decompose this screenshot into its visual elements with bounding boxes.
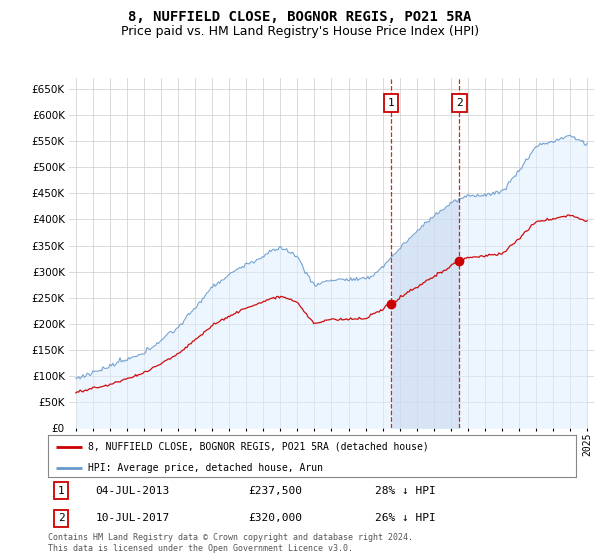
Text: 10-JUL-2017: 10-JUL-2017 <box>95 514 170 524</box>
Text: HPI: Average price, detached house, Arun: HPI: Average price, detached house, Arun <box>88 463 323 473</box>
Text: Price paid vs. HM Land Registry's House Price Index (HPI): Price paid vs. HM Land Registry's House … <box>121 25 479 38</box>
Text: 1: 1 <box>58 486 65 496</box>
Text: £237,500: £237,500 <box>248 486 302 496</box>
Text: 8, NUFFIELD CLOSE, BOGNOR REGIS, PO21 5RA (detached house): 8, NUFFIELD CLOSE, BOGNOR REGIS, PO21 5R… <box>88 442 428 452</box>
Text: 1: 1 <box>388 98 395 108</box>
Text: Contains HM Land Registry data © Crown copyright and database right 2024.
This d: Contains HM Land Registry data © Crown c… <box>48 533 413 553</box>
Text: 8, NUFFIELD CLOSE, BOGNOR REGIS, PO21 5RA: 8, NUFFIELD CLOSE, BOGNOR REGIS, PO21 5R… <box>128 10 472 24</box>
Text: 2: 2 <box>58 514 65 524</box>
Text: 26% ↓ HPI: 26% ↓ HPI <box>376 514 436 524</box>
Text: 2: 2 <box>456 98 463 108</box>
Text: £320,000: £320,000 <box>248 514 302 524</box>
Text: 28% ↓ HPI: 28% ↓ HPI <box>376 486 436 496</box>
Text: 04-JUL-2013: 04-JUL-2013 <box>95 486 170 496</box>
